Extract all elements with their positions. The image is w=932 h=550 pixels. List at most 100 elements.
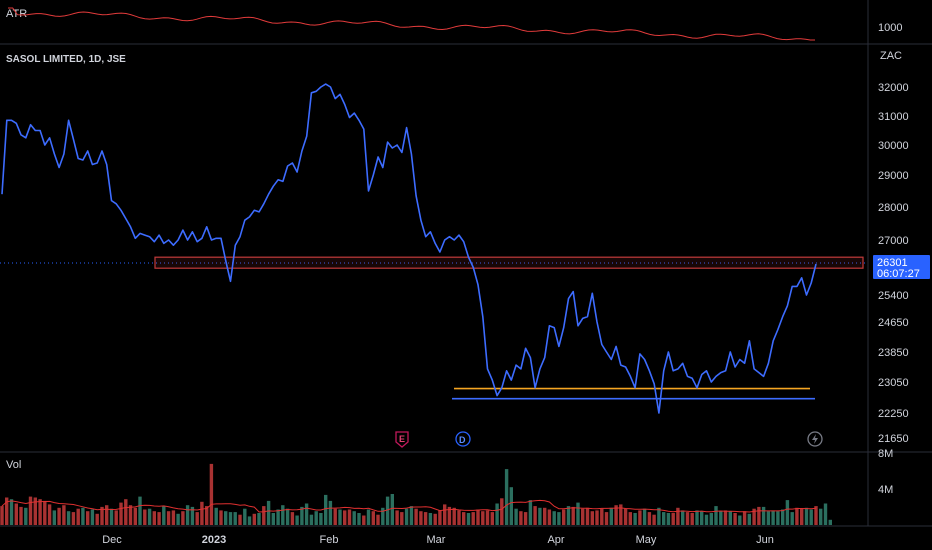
volume-bar	[138, 496, 142, 525]
volume-bar	[252, 513, 256, 525]
volume-bar	[633, 513, 637, 525]
volume-bar	[0, 506, 4, 525]
volume-bar	[585, 507, 590, 525]
price-tick-23050: 23050	[878, 377, 909, 389]
volume-bar	[571, 506, 575, 525]
volume-bar	[638, 510, 642, 525]
currency-label: ZAC	[880, 50, 902, 62]
volume-bar	[28, 496, 33, 525]
volume-bar	[481, 511, 485, 525]
volume-bar	[695, 510, 699, 525]
flash-icon[interactable]	[807, 431, 823, 447]
earnings-marker-label: E	[399, 434, 405, 444]
volume-bar	[766, 511, 771, 525]
volume-bar	[409, 506, 414, 525]
volume-bar	[143, 509, 147, 525]
price-tick-28000: 28000	[878, 202, 909, 214]
price-line[interactable]	[1, 83, 817, 414]
volume-tick-4m: 4M	[878, 484, 893, 496]
volume-bar	[347, 509, 352, 525]
volume-bar	[124, 499, 128, 525]
volume-bar	[642, 508, 647, 525]
volume-bar	[533, 506, 537, 525]
volume-bar	[609, 507, 613, 525]
volume-bar	[52, 510, 56, 525]
volume-bar	[19, 506, 23, 525]
resistance-zone[interactable]	[154, 256, 864, 269]
volume-bar	[9, 499, 14, 525]
volume-bar	[619, 504, 623, 525]
dividend-marker[interactable]: D	[455, 431, 471, 447]
volume-bar	[676, 507, 680, 525]
volume-bar	[761, 506, 766, 525]
volume-bar	[33, 497, 37, 525]
volume-bar	[214, 507, 218, 525]
volume-bar	[47, 504, 52, 525]
volume-tick-8m: 8M	[878, 448, 893, 460]
date-tick-2023: 2023	[202, 534, 226, 546]
volume-bar	[257, 513, 261, 525]
volume-bar	[109, 508, 114, 525]
volume-bar	[566, 506, 571, 525]
volume-bar	[319, 513, 323, 525]
volume-bar	[509, 487, 513, 525]
volume-bar	[681, 510, 685, 525]
volume-bar	[357, 513, 361, 525]
volume-bar	[333, 508, 337, 525]
volume-bar	[95, 513, 99, 525]
volume-bar	[485, 510, 490, 525]
volume-bar	[714, 506, 718, 525]
volume-bar	[785, 500, 790, 525]
volume-ma-line	[1, 499, 817, 513]
volume-bar	[747, 513, 751, 525]
volume-bar	[419, 511, 423, 525]
volume-bar	[462, 512, 466, 525]
date-tick-mar: Mar	[427, 534, 446, 546]
volume-bar	[181, 511, 185, 525]
volume-bar	[152, 511, 156, 525]
volume-bar	[219, 510, 223, 525]
price-axis[interactable]: 32000 31000 30000 29000 28000 27000 25400 24650…	[878, 82, 909, 445]
volume-bar	[595, 510, 599, 525]
volume-bar	[628, 512, 632, 525]
volume-bar	[776, 511, 780, 525]
volume-bar	[366, 509, 371, 525]
volume-bar	[390, 494, 394, 525]
price-tick-25400: 25400	[878, 290, 909, 302]
horizontal-levels[interactable]	[154, 256, 864, 400]
chart-title: SASOL LIMITED, 1D, JSE	[6, 54, 126, 65]
date-tick-may: May	[636, 534, 657, 546]
volume-bar	[742, 511, 747, 525]
volume-bars	[0, 463, 832, 525]
earnings-marker[interactable]: E	[395, 431, 409, 448]
volume-bar	[233, 512, 237, 525]
volume-bar	[809, 509, 813, 525]
volume-bar	[304, 503, 309, 525]
volume-bar	[43, 500, 47, 525]
volume-bar	[238, 514, 242, 525]
volume-bar	[62, 505, 66, 525]
volume-bar	[519, 511, 523, 525]
volume-label: Vol	[6, 459, 21, 471]
volume-bar	[176, 513, 180, 525]
volume-bar	[14, 503, 18, 525]
time-axis[interactable]: Dec 2023 Feb Mar Apr May Jun	[102, 534, 774, 546]
volume-bar	[338, 509, 342, 525]
volume-bar	[309, 514, 314, 525]
volume-bar	[728, 511, 732, 525]
volume-bar	[600, 508, 604, 525]
volume-bar	[24, 507, 28, 525]
price-tick-22250: 22250	[878, 408, 909, 420]
volume-bar	[528, 500, 533, 525]
volume-bar	[200, 501, 204, 525]
volume-bar	[590, 511, 594, 525]
volume-bar	[671, 513, 675, 525]
volume-bar	[752, 508, 756, 525]
volume-bar	[404, 508, 409, 525]
volume-bar	[247, 516, 252, 525]
volume-bar	[262, 506, 266, 525]
price-tick-29000: 29000	[878, 170, 909, 182]
volume-bar	[119, 502, 123, 525]
volume-bar	[552, 511, 556, 525]
